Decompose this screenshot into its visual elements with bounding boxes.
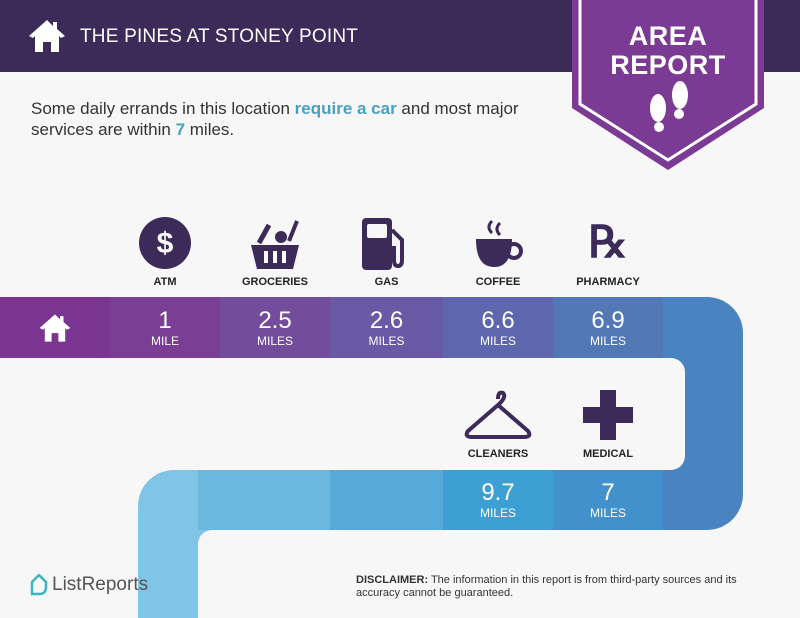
rx-icon: ℞ (553, 216, 663, 270)
pharmacy-label: PHARMACY (576, 276, 640, 288)
atm-distance: 1 MILE (110, 297, 220, 358)
svg-text:℞: ℞ (588, 218, 627, 267)
gas-distance: 2.6 MILES (330, 297, 443, 358)
cleaners-distance: 9.7 MILES (443, 470, 553, 530)
listreports-logo-icon (30, 574, 48, 596)
disclaimer: DISCLAIMER: The information in this repo… (356, 574, 737, 599)
route-segment (198, 470, 330, 530)
home-cell (0, 297, 110, 358)
house-icon (29, 20, 65, 52)
property-title: THE PINES AT STONEY POINT (80, 26, 359, 47)
dollar-icon: $ (110, 216, 220, 270)
medical-distance: 7 MILES (553, 470, 663, 530)
badge-title: AREA REPORT (610, 21, 726, 80)
cleaners-label: CLEANERS (467, 448, 529, 460)
medical-label: MEDICAL (582, 448, 634, 460)
atm-label: ATM (153, 276, 177, 288)
route-segment (330, 470, 443, 530)
footprints-icon (650, 81, 688, 132)
gas-label: GAS (374, 276, 399, 288)
listreports-logo: ListReports (30, 574, 148, 596)
svg-text:$: $ (157, 227, 174, 260)
coffee-label: COFFEE (475, 276, 521, 288)
coffee-distance: 6.6 MILES (443, 297, 553, 358)
gas-pump-icon (330, 216, 440, 270)
medical-cross-icon (553, 388, 663, 442)
route-inner-gap-left (198, 530, 258, 618)
grocery-basket-icon (220, 216, 330, 270)
hanger-icon (443, 388, 553, 442)
intro-text: Some daily errands in this location requ… (31, 99, 519, 139)
home-icon (39, 313, 71, 342)
coffee-cup-icon (443, 216, 553, 270)
pharmacy-distance: 6.9 MILES (553, 297, 663, 358)
area-report-badge (572, 0, 764, 170)
groceries-label: GROCERIES (241, 276, 308, 288)
groceries-distance: 2.5 MILES (220, 297, 330, 358)
